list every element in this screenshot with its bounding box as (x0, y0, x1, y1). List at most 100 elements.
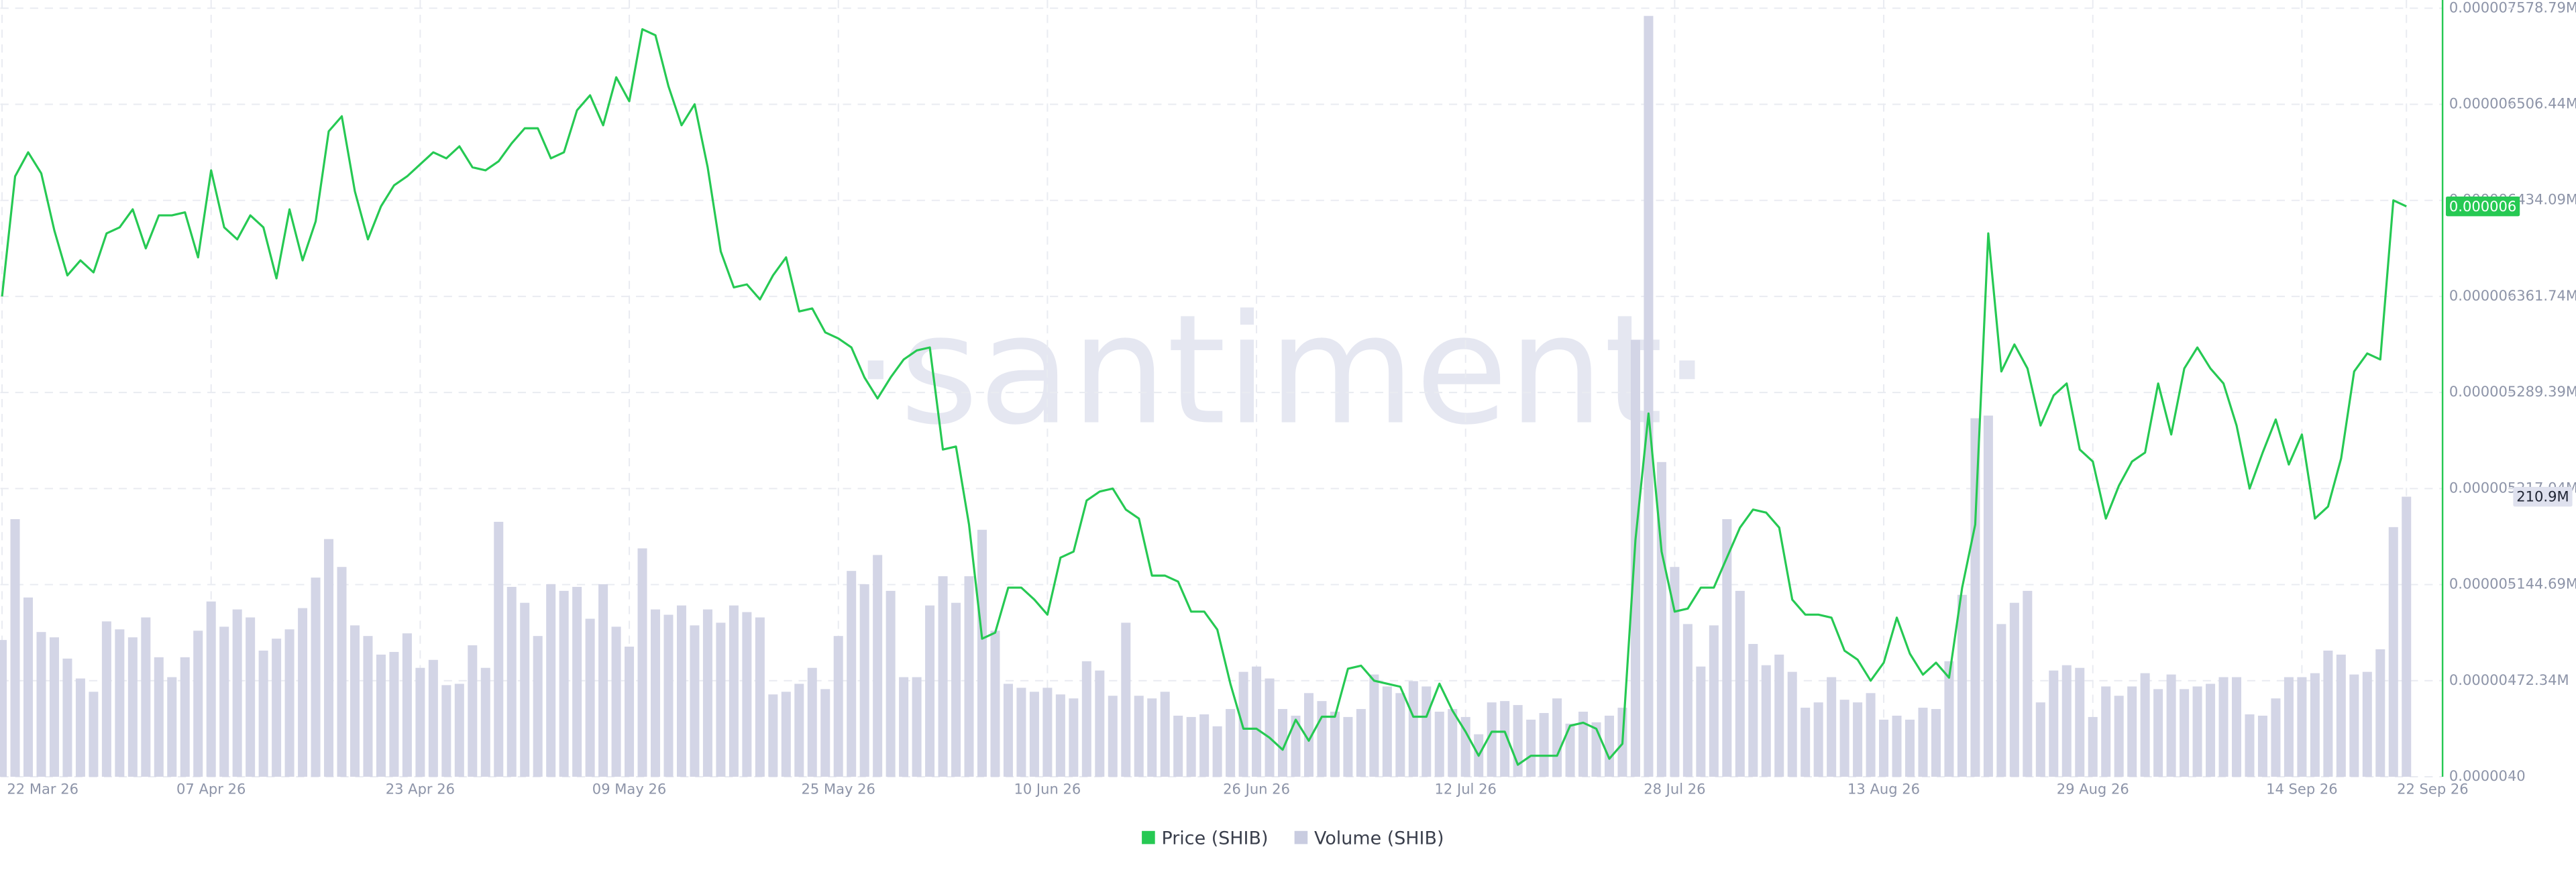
last-value-label: 0.000006 (2449, 198, 2516, 215)
volume-bar (2231, 677, 2242, 777)
volume-bar (1722, 519, 1732, 777)
volume-bar (2088, 716, 2098, 777)
volume-bar (115, 629, 125, 777)
volume-bar (1761, 665, 1771, 777)
volume-bar (807, 667, 817, 777)
volume-bar (2388, 527, 2398, 777)
volume-bar (258, 650, 268, 777)
volume-bar (1487, 702, 1497, 777)
x-tick-label: 26 Jun 26 (1223, 781, 1290, 798)
volume-bar (1265, 678, 1275, 777)
x-tick-label: 07 Apr 26 (176, 781, 246, 798)
price-line (1, 28, 2407, 766)
volume-bar (298, 608, 308, 777)
volume-bar (1957, 594, 1967, 777)
volume-bar (2218, 677, 2229, 777)
volume-bar (1656, 461, 1666, 777)
volume-bar (101, 621, 111, 777)
volume-bar (1944, 661, 1954, 777)
y-tick-label: 0.000004 (2449, 671, 2516, 688)
volume-bar (2284, 677, 2294, 777)
volume-bar (1382, 686, 1392, 777)
volume-bar (533, 636, 543, 777)
volume-bar (833, 636, 843, 777)
volume-bar (1147, 698, 1157, 777)
volume-bar (1369, 674, 1379, 777)
volume-bar (899, 677, 909, 777)
volume-bar (2061, 665, 2072, 777)
y2-tick-label: 72.34M (2516, 671, 2569, 688)
volume-bar (1395, 693, 1405, 777)
volume-bar (232, 609, 242, 777)
volume-bar (598, 584, 608, 777)
volume-bar (1513, 705, 1523, 777)
volume-bar (36, 632, 46, 777)
volume-bar (1696, 666, 1706, 777)
volume-bar (702, 609, 712, 777)
volume-bar (912, 677, 922, 777)
volume-bar (1408, 681, 1418, 777)
volume-bar (75, 678, 85, 777)
volume-bar (2023, 590, 2033, 777)
volume-bar (1095, 670, 1105, 777)
volume-bar (559, 590, 569, 777)
volume-bar (1539, 712, 1549, 777)
volume-bar (1173, 715, 1183, 777)
volume-bar (781, 692, 791, 777)
volume-bar (1238, 671, 1248, 777)
volume-bar (794, 684, 804, 777)
volume-bar (246, 617, 256, 777)
y2-tick-label: 289.39M (2516, 383, 2576, 400)
volume-bar (1578, 712, 1589, 777)
volume-bar (585, 618, 595, 777)
volume-bar (350, 625, 360, 777)
y-tick-label: 0.000006 (2449, 95, 2516, 111)
volume-bar (1644, 15, 1654, 777)
volume-bar (180, 657, 190, 777)
x-tick-label: 14 Sep 26 (2266, 781, 2338, 798)
volume-bar (2049, 670, 2059, 777)
volume-bar (820, 689, 830, 777)
volume-bar (1016, 688, 1026, 777)
volume-bar (1186, 716, 1196, 777)
volume-bar (428, 659, 438, 777)
legend-marker (1294, 830, 1308, 844)
volume-bar (127, 637, 138, 777)
x-tick-label: 22 Sep 26 (2397, 781, 2469, 798)
volume-bar (1630, 339, 1640, 777)
volume-bar (990, 631, 1000, 777)
y-tick-label: 0.000007 (2449, 0, 2516, 15)
volume-bar (2206, 684, 2216, 777)
volume-bar (141, 617, 151, 777)
volume-bar (1199, 714, 1210, 777)
volume-bar (376, 654, 386, 777)
volume-bar (885, 590, 896, 777)
volume-bar (1983, 415, 1993, 777)
volume-bar (1813, 702, 1823, 777)
volume-bar (873, 555, 883, 777)
volume-bar (1317, 701, 1327, 777)
volume-bar (925, 605, 935, 777)
volume-bar (637, 548, 647, 777)
volume-bar (2035, 702, 2045, 777)
legend-label: Price (SHIB) (1161, 828, 1268, 849)
volume-bar (2140, 673, 2150, 777)
volume-bar (1460, 716, 1470, 777)
volume-bar (1278, 709, 1288, 777)
volume-bar (2310, 673, 2320, 777)
volume-bar (546, 584, 556, 777)
x-tick-label: 10 Jun 26 (1014, 781, 1081, 798)
volume-bar (1500, 701, 1510, 777)
x-tick-label: 22 Mar 26 (7, 781, 78, 798)
volume-bar (1160, 692, 1170, 777)
volume-bar (1801, 708, 1811, 777)
volume-bar (1042, 688, 1053, 777)
volume-bar (494, 521, 504, 777)
volume-bar (2075, 667, 2085, 777)
volume-bar (1918, 708, 1928, 777)
volume-bar (1343, 716, 1353, 777)
volume-bar (1905, 719, 1915, 777)
volume-bar (0, 640, 7, 777)
x-tick-label: 28 Jul 26 (1644, 781, 1705, 798)
